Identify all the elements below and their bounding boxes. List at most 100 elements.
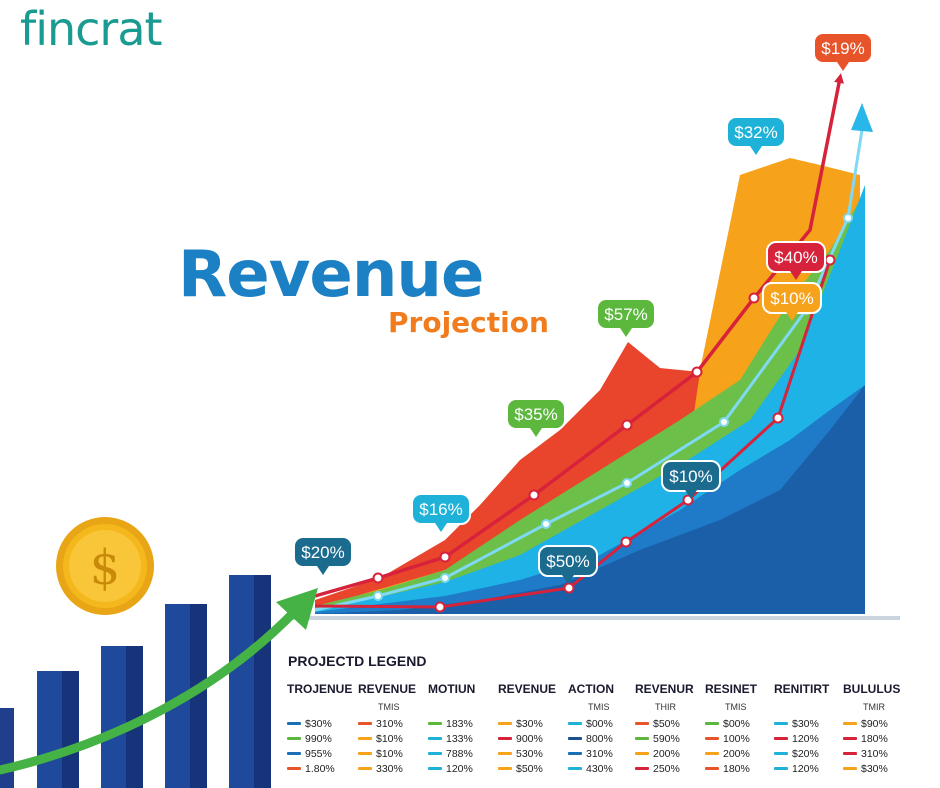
legend-item: 430% — [568, 761, 636, 776]
legend-item: $00% — [568, 716, 636, 731]
legend-swatch — [568, 767, 582, 770]
legend-swatch — [498, 737, 512, 740]
legend-swatch — [635, 752, 649, 755]
legend-column: REVENUR THIR $50% 590% 200% 250% — [635, 682, 703, 776]
bar — [62, 671, 79, 788]
coin-icon: $ — [56, 517, 154, 615]
growth-arrow — [0, 603, 303, 775]
legend-swatch — [358, 752, 372, 755]
growth-arrow-head — [276, 588, 318, 630]
marker-point — [621, 419, 633, 431]
marker-point — [748, 292, 760, 304]
legend-value: 990% — [305, 732, 332, 745]
legend-value: 788% — [446, 747, 473, 760]
legend-header: ACTION — [568, 682, 614, 696]
legend-value: 430% — [586, 762, 613, 775]
bar — [126, 646, 143, 788]
legend-item: 788% — [428, 746, 496, 761]
callout-badge: $19% — [813, 32, 873, 71]
legend-subheader — [448, 702, 496, 712]
callout-label: $57% — [604, 305, 647, 324]
legend-swatch — [635, 722, 649, 725]
svg-text:$: $ — [90, 540, 121, 596]
legend-title: PROJECTD LEGEND — [288, 653, 427, 669]
marker-point — [843, 213, 853, 223]
legend-value: 120% — [446, 762, 473, 775]
callout-badge: $57% — [596, 298, 656, 337]
legend-value: 310% — [376, 717, 403, 730]
legend-value: $10% — [376, 732, 403, 745]
legend-value: 200% — [723, 747, 750, 760]
legend-value: 133% — [446, 732, 473, 745]
legend-item: 1.80% — [287, 761, 355, 776]
area-dark-blue — [315, 385, 865, 614]
legend-value: $00% — [586, 717, 613, 730]
legend-item: 955% — [287, 746, 355, 761]
callout-label: $10% — [770, 289, 813, 308]
legend-value: 800% — [586, 732, 613, 745]
marker-point — [440, 573, 450, 583]
legend-item: 183% — [428, 716, 496, 731]
legend-item: 530% — [498, 746, 566, 761]
legend-item: $30% — [843, 761, 911, 776]
callout-badge: $35% — [506, 398, 566, 437]
legend-swatch — [428, 722, 442, 725]
legend-header: REVENUR — [635, 682, 694, 696]
callout-badge: $10% — [762, 282, 822, 321]
legend-item: 310% — [568, 746, 636, 761]
legend-item: 250% — [635, 761, 703, 776]
marker-point — [373, 591, 383, 601]
legend-value: $50% — [653, 717, 680, 730]
legend-value: 900% — [516, 732, 543, 745]
legend-swatch — [843, 722, 857, 725]
marker-point — [691, 366, 703, 378]
legend-subheader: TMIS — [378, 702, 400, 712]
bar-group — [0, 575, 271, 788]
legend-item: $30% — [498, 716, 566, 731]
legend-column: REVENUE $30% 900% 530% $50% — [498, 682, 566, 776]
legend-swatch — [705, 767, 719, 770]
legend-item: 310% — [358, 716, 426, 731]
legend-value: $90% — [861, 717, 888, 730]
marker-point — [439, 551, 451, 563]
legend-item: 990% — [287, 731, 355, 746]
legend-swatch — [843, 752, 857, 755]
legend-item: $30% — [774, 716, 842, 731]
legend-value: 180% — [861, 732, 888, 745]
legend-swatch — [635, 737, 649, 740]
legend-item: 100% — [705, 731, 773, 746]
legend-value: $50% — [516, 762, 543, 775]
callout-label: $32% — [734, 123, 777, 142]
legend-header: MOTIUN — [428, 682, 476, 696]
area-red — [315, 342, 700, 608]
callout-group: $19% $32% $40% $10% $57% $35% $10% $16% $50% $20% — [293, 32, 873, 584]
legend-swatch — [843, 737, 857, 740]
callout-badge: $50% — [538, 545, 598, 584]
legend-swatch — [287, 752, 301, 755]
legend-subheader: TMIS — [588, 702, 610, 712]
legend-item: 180% — [705, 761, 773, 776]
callout-label: $20% — [301, 543, 344, 562]
legend-column: RESINET TMIS $00% 100% 200% 180% — [705, 682, 773, 776]
legend-value: $30% — [516, 717, 543, 730]
line-markers — [372, 254, 836, 613]
marker-point — [563, 582, 575, 594]
marker-point — [541, 519, 551, 529]
legend-value: 330% — [376, 762, 403, 775]
legend-subheader — [518, 702, 566, 712]
legend-value: 1.80% — [305, 762, 335, 775]
legend-value: 200% — [653, 747, 680, 760]
legend-swatch — [705, 722, 719, 725]
callout-badge: $40% — [766, 241, 826, 280]
legend-swatch — [358, 737, 372, 740]
bar — [0, 708, 14, 788]
marker-point — [622, 478, 632, 488]
legend-swatch — [774, 737, 788, 740]
legend-swatch — [498, 722, 512, 725]
marker-point — [620, 536, 632, 548]
marker-point — [824, 254, 836, 266]
marker-point — [434, 601, 446, 613]
legend-swatch — [287, 737, 301, 740]
legend-value: $10% — [376, 747, 403, 760]
